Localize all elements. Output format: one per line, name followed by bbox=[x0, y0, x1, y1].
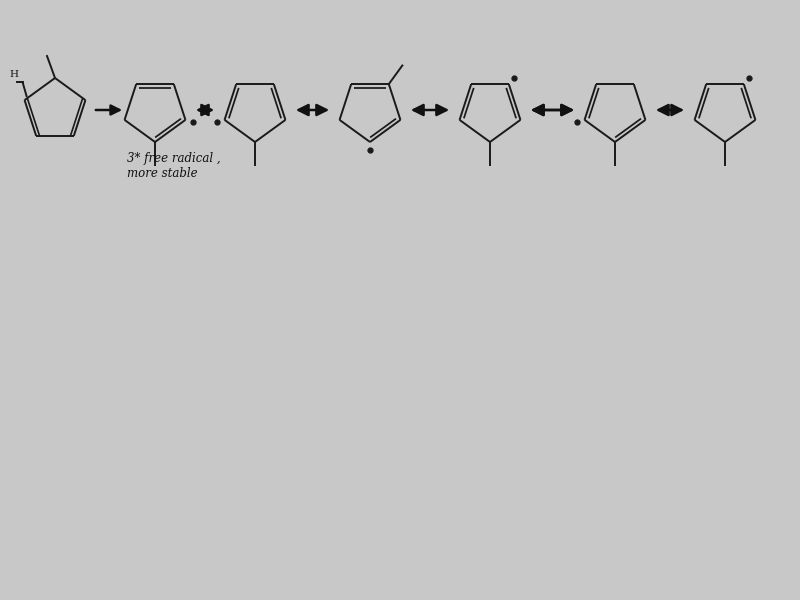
Text: 3* free radical ,
more stable: 3* free radical , more stable bbox=[127, 152, 221, 180]
Text: H: H bbox=[10, 70, 18, 79]
